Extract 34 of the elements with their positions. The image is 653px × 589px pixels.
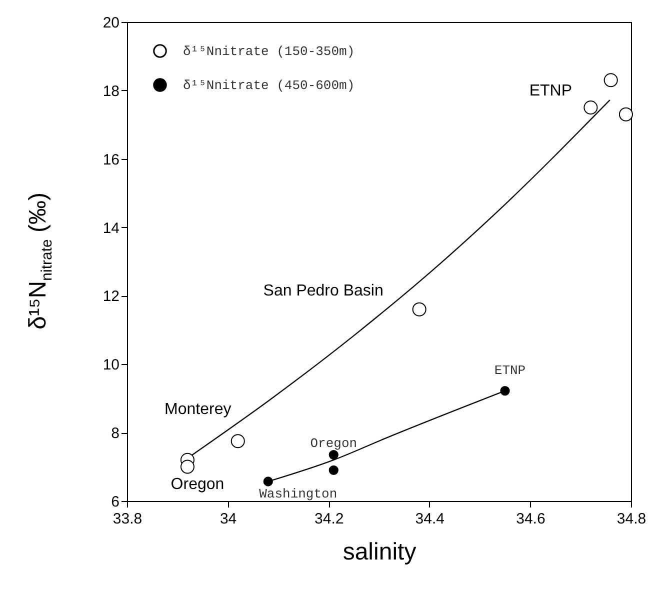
- annotation: San Pedro Basin: [263, 282, 384, 300]
- annotation: Washington: [259, 486, 338, 502]
- annotation: ETNP: [494, 362, 526, 378]
- point: [500, 386, 510, 396]
- point: [263, 476, 273, 486]
- y-tick-label: 8: [111, 425, 120, 442]
- y-tick-label: 14: [102, 220, 120, 237]
- y-tick-label: 12: [102, 288, 120, 306]
- x-axis-title: salinity: [342, 538, 416, 566]
- x-tick-label: 34: [220, 510, 237, 528]
- annotation: Oregon: [310, 436, 358, 451]
- point: [604, 73, 618, 88]
- annotation: Oregon: [170, 476, 224, 493]
- point: [584, 100, 598, 115]
- y-tick-label: 20: [102, 14, 120, 32]
- y-tick-label: 10: [102, 356, 120, 374]
- point: [328, 465, 338, 476]
- point: [412, 302, 426, 316]
- y-tick-label: 18: [102, 82, 120, 100]
- y-tick-label: 6: [111, 494, 120, 510]
- point: [618, 107, 633, 122]
- legend-label: δ¹⁵Nnitrate (450-600m): [183, 78, 355, 93]
- point: [180, 460, 194, 474]
- x-tick-label: 34.8: [616, 510, 646, 528]
- legend-label: δ¹⁵Nnitrate (150-350m): [183, 44, 355, 59]
- x-tick-label: 34.6: [516, 510, 546, 528]
- x-tick-label: 34.2: [314, 510, 344, 528]
- point: [328, 450, 338, 460]
- x-tick-label: 33.8: [112, 510, 142, 528]
- x-tick-label: 34.4: [415, 510, 444, 528]
- y-tick-label: 16: [102, 151, 120, 168]
- annotation: ETNP: [529, 82, 572, 100]
- point: [230, 434, 245, 448]
- annotation: Monterey: [164, 401, 232, 418]
